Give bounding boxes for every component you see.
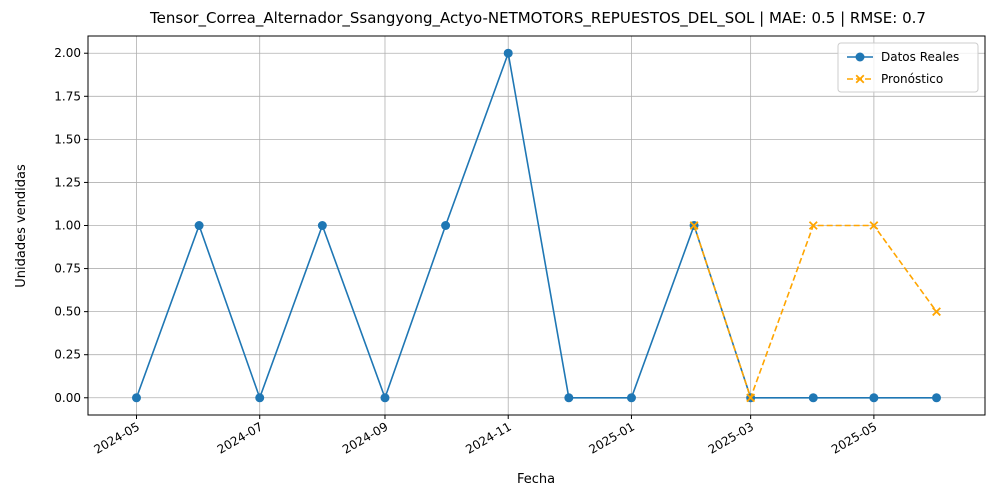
data-point-0 (131, 393, 141, 403)
y-tick-label: 0.50 (54, 305, 81, 319)
x-marker (932, 307, 941, 317)
data-point-0 (317, 221, 327, 230)
series-line-0 (135, 52, 937, 399)
plot-frame (87, 35, 986, 416)
y-tick-label: 1.75 (54, 89, 81, 103)
x-axis-ticks: 2024-05 2024-07 2024-09 2024-11 2025-01 2025-… (92, 415, 879, 457)
data-point-1 (932, 307, 941, 317)
x-tick-label: 2025-01 (587, 419, 637, 456)
data-point-1 (869, 221, 879, 230)
x-tick-label: 2024-11 (463, 419, 513, 456)
data-point-1 (689, 221, 699, 230)
y-axis-label: Unidades vendidas (14, 164, 29, 288)
legend-label-forecast: Pronóstico (881, 72, 943, 86)
data-point-0 (194, 221, 204, 230)
legend-marker-1 (855, 74, 865, 84)
x-tick-label: 2024-07 (215, 419, 265, 456)
data-point-0 (380, 393, 390, 403)
chart-title: Tensor_Correa_Alternador_Ssangyong_Actyo… (149, 9, 926, 28)
x-tick-label: 2025-03 (706, 419, 756, 456)
data-point-0 (932, 393, 942, 403)
x-tick-label: 2024-09 (340, 419, 390, 456)
data-point-0 (626, 393, 636, 403)
data-point-0 (255, 393, 265, 403)
legend: Datos Reales Pronóstico (837, 42, 979, 93)
x-marker (746, 393, 756, 403)
data-point-0 (564, 393, 574, 403)
y-tick-label: 0.25 (54, 348, 81, 362)
legend-marker-0 (855, 52, 865, 62)
x-marker (869, 221, 879, 230)
data-point-1 (746, 393, 756, 403)
y-tick-label: 2.00 (54, 46, 81, 60)
legend-label-actual: Datos Reales (881, 50, 959, 64)
x-axis-label: Fecha (517, 472, 555, 487)
x-tick-label: 2024-05 (92, 419, 142, 456)
y-axis-ticks: 0.00 0.25 0.50 0.75 1.00 1.25 1.50 1.75 2.00 (54, 46, 88, 405)
data-point-0 (808, 393, 818, 403)
legend-box (837, 42, 979, 93)
data-point-1 (808, 221, 818, 230)
data-point-0 (869, 393, 879, 403)
x-tick-label: 2025-05 (829, 419, 879, 456)
y-tick-label: 1.00 (54, 219, 81, 233)
series-layer (131, 48, 942, 403)
x-marker (689, 221, 699, 230)
y-tick-label: 1.25 (54, 175, 81, 189)
data-point-0 (441, 221, 451, 230)
y-tick-label: 0.75 (54, 262, 81, 276)
y-tick-label: 1.50 (54, 132, 81, 146)
data-point-0 (503, 48, 513, 58)
grid-lines (88, 36, 985, 415)
y-tick-label: 0.00 (54, 391, 81, 405)
x-marker (808, 221, 818, 230)
